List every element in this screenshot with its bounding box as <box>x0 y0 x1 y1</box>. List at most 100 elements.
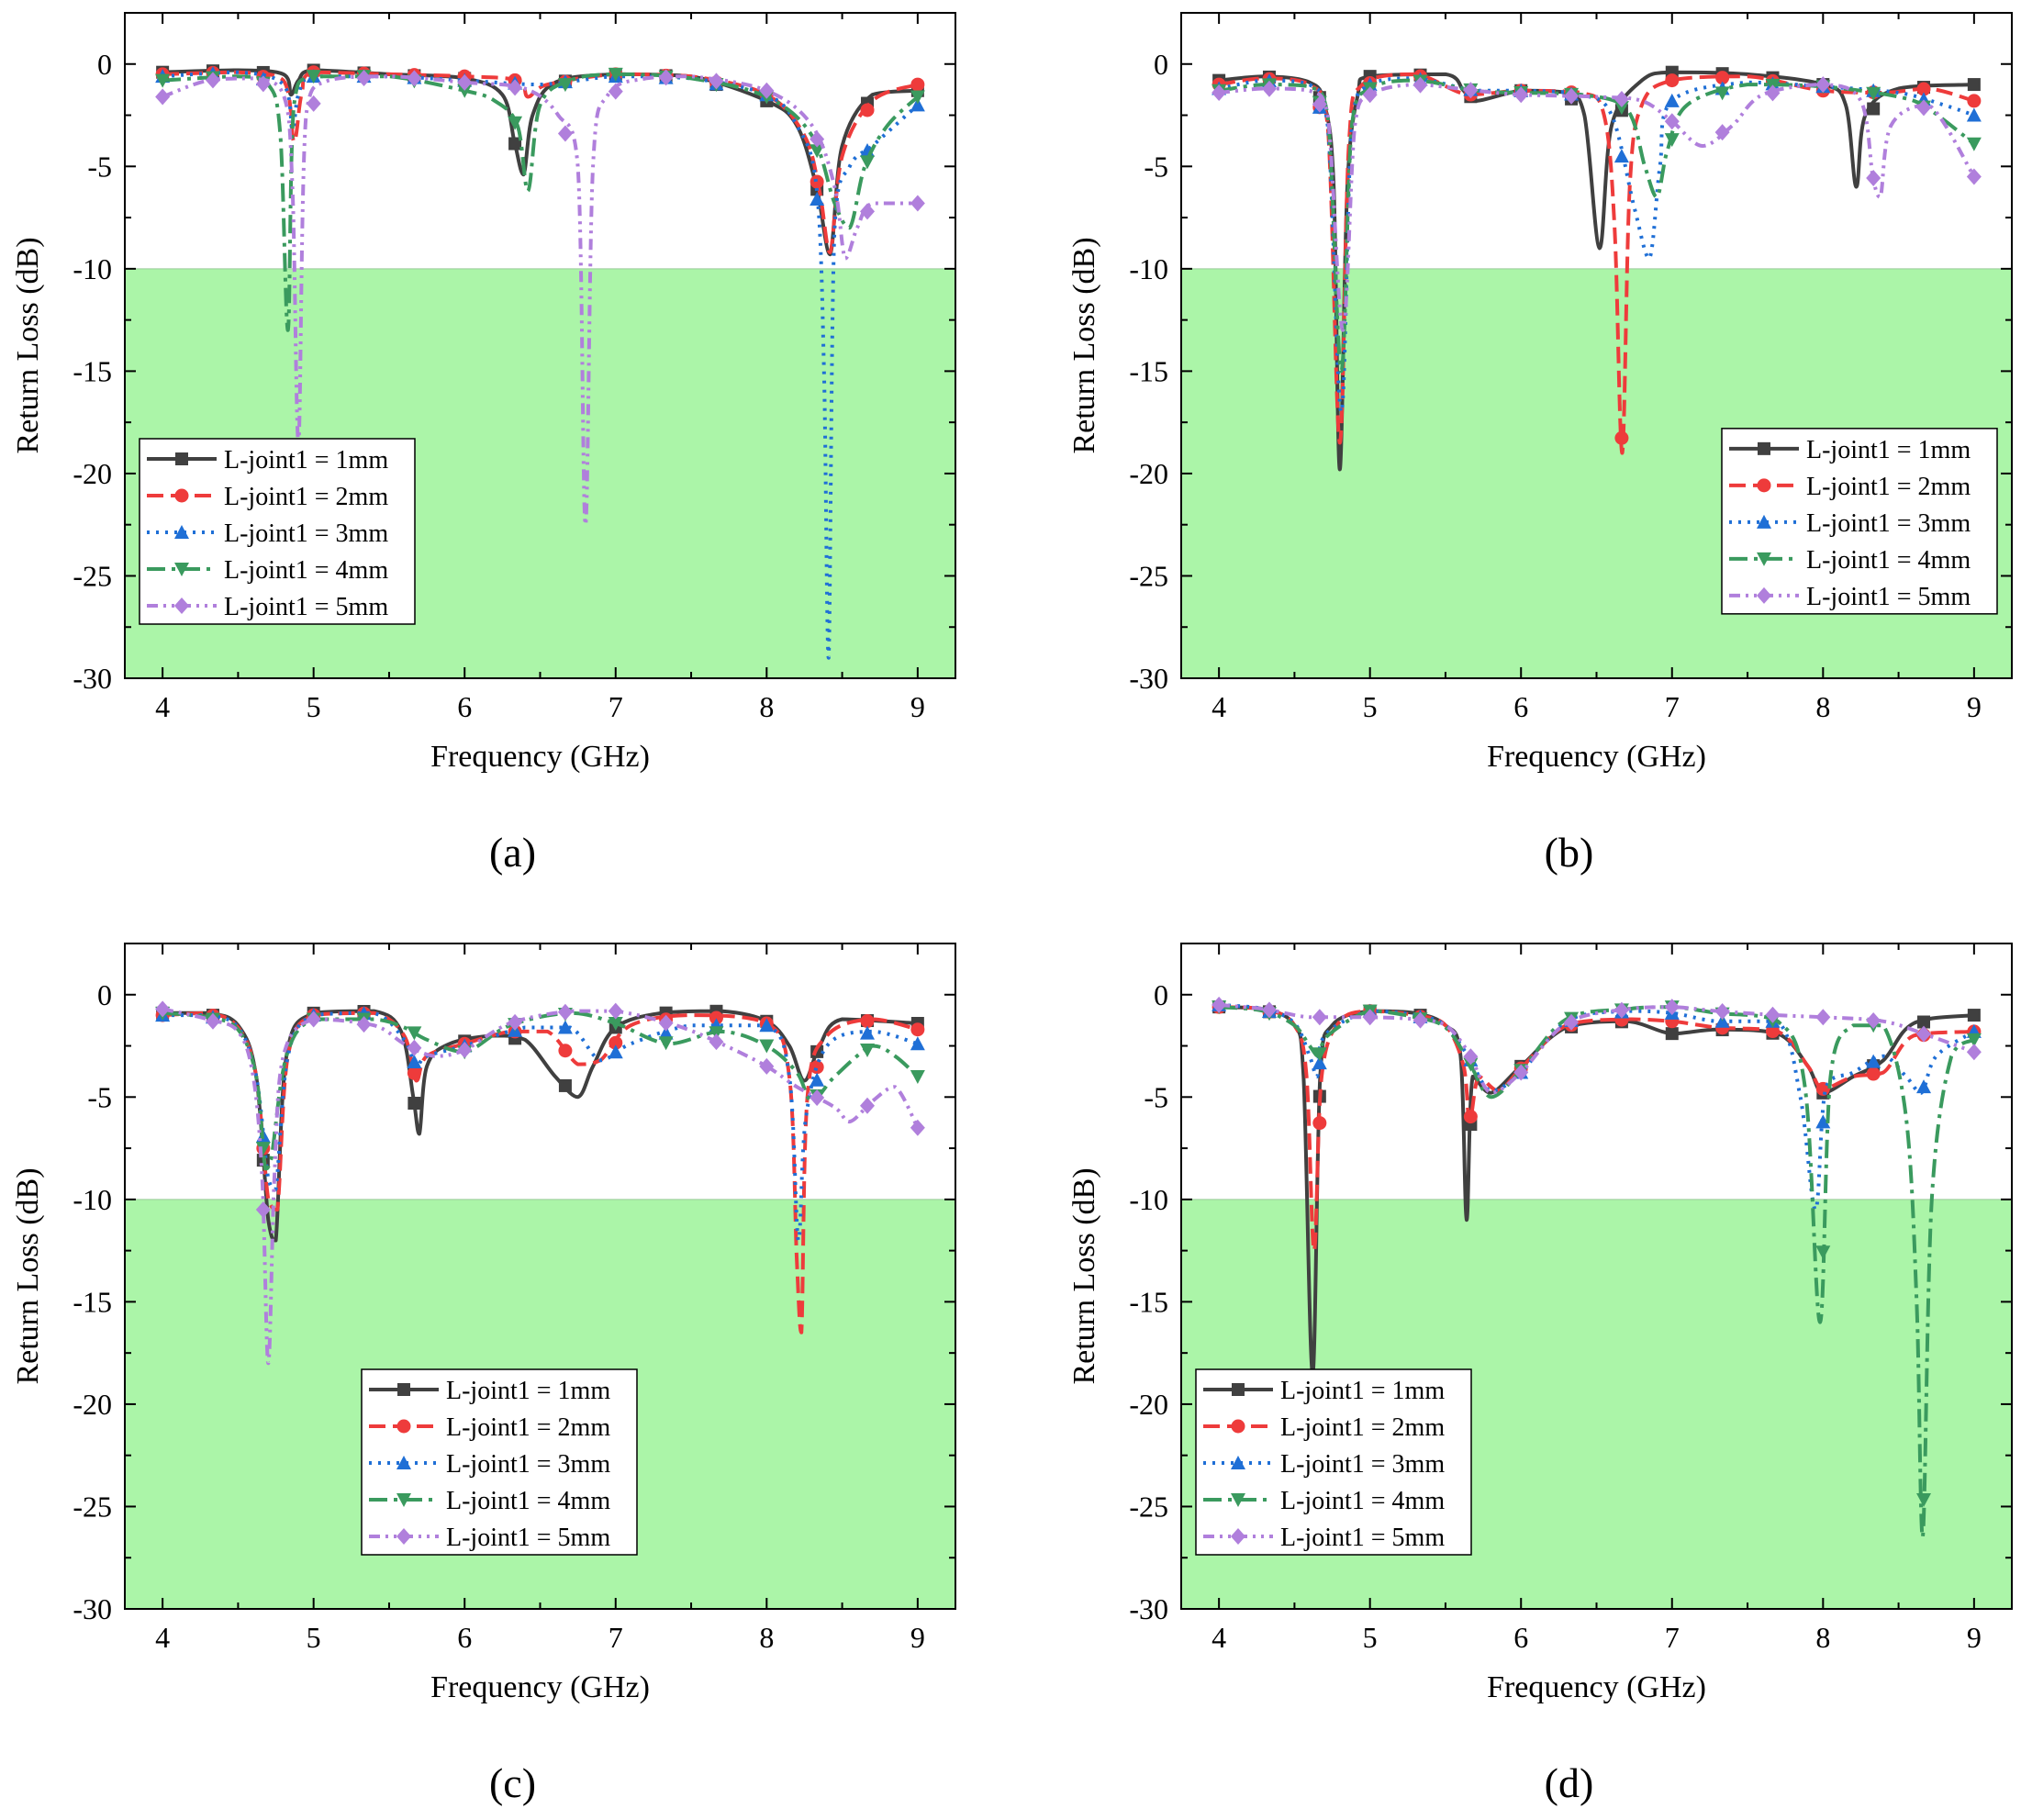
series-marker-5 <box>860 203 876 220</box>
chart-panel-b: 4 5 6 7 8 9 0 -5 -10 -15 -20 -25 -30 Frequency (GHz) R… <box>1067 12 2013 876</box>
legend-entry-5: L-joint1 = 5mm <box>1280 1524 1445 1552</box>
legend-entry-1: L-joint1 = 1mm <box>224 446 388 475</box>
series-marker-5 <box>1463 1048 1479 1066</box>
series-marker-3 <box>810 192 825 206</box>
x-tick-label: 9 <box>1967 690 1982 723</box>
series-marker-5 <box>508 79 523 96</box>
legend-swatch-marker-4 <box>1231 1493 1245 1507</box>
series-marker-5 <box>1613 1001 1629 1019</box>
y-tick-label: -5 <box>87 150 112 183</box>
series-marker-2 <box>407 1066 421 1080</box>
series-marker-4 <box>1714 86 1730 101</box>
series-marker-4 <box>658 1036 674 1051</box>
series-marker-3 <box>860 1025 876 1040</box>
series-marker-5 <box>1463 82 1479 99</box>
series-marker-5 <box>1312 1009 1327 1026</box>
y-axis-title: Return Loss (dB) <box>11 237 45 453</box>
series-marker-2 <box>910 77 925 92</box>
series-marker-2 <box>1312 1116 1327 1131</box>
series-marker-3 <box>1664 93 1680 107</box>
series-marker-5 <box>1664 113 1680 130</box>
series-marker-4 <box>860 1044 876 1057</box>
series-marker-5 <box>1815 76 1831 94</box>
series-marker-5 <box>1564 1013 1580 1031</box>
x-tick-label: 5 <box>307 690 321 723</box>
x-tick-label: 6 <box>1513 1621 1528 1654</box>
series-marker-4 <box>910 90 925 105</box>
series-line-5 <box>162 1007 920 1366</box>
x-tick-label: 4 <box>155 1621 170 1654</box>
legend-swatch-marker-5 <box>174 597 189 614</box>
y-tick-label: -10 <box>1129 252 1168 285</box>
legend-swatch-marker-4 <box>1757 552 1771 566</box>
y-tick-label: -15 <box>73 354 112 387</box>
x-tick-label: 7 <box>609 690 623 723</box>
legend: L-joint1 = 1mm L-joint1 = 2mm L-joint1 = 3… <box>1195 1368 1472 1556</box>
series-marker-3 <box>1866 1054 1881 1068</box>
x-tick-label: 8 <box>759 690 774 723</box>
series-marker-5 <box>759 1057 775 1075</box>
x-axis-title: Frequency (GHz) <box>1487 740 1706 774</box>
series-marker-5 <box>1412 1011 1428 1029</box>
y-axis-title: Return Loss (dB) <box>1067 237 1101 453</box>
series-marker-5 <box>1564 87 1580 105</box>
series-marker-5 <box>508 1013 523 1031</box>
legend-swatch-marker-5 <box>1757 586 1771 604</box>
legend-swatch-marker-1 <box>175 452 188 465</box>
y-axis-title: Return Loss (dB) <box>11 1167 45 1384</box>
series-line-3 <box>162 70 920 660</box>
legend-swatch-marker-3 <box>396 1456 411 1469</box>
legend-entry-3: L-joint1 = 3mm <box>446 1450 610 1479</box>
legend-swatch-marker-3 <box>1231 1456 1245 1469</box>
series-group <box>155 1000 925 1366</box>
y-tick-label: 0 <box>97 978 112 1011</box>
x-tick-label: 5 <box>1363 1621 1378 1654</box>
y-tick-label: -5 <box>87 1080 112 1113</box>
legend-swatch-marker-5 <box>396 1528 411 1545</box>
series-marker-5 <box>255 1201 271 1218</box>
series-marker-1 <box>1967 1009 1981 1022</box>
panel-label: (b) <box>1545 829 1594 876</box>
legend-entry-1: L-joint1 = 1mm <box>1280 1377 1445 1405</box>
series-line-5 <box>162 74 918 527</box>
legend-entry-5: L-joint1 = 5mm <box>446 1524 610 1552</box>
panel-label: (d) <box>1545 1759 1594 1806</box>
series-marker-5 <box>1513 1064 1529 1081</box>
series-marker-3 <box>1916 1079 1932 1094</box>
series-marker-5 <box>608 83 623 100</box>
y-tick-label: -15 <box>1129 354 1168 387</box>
series-marker-2 <box>810 1060 824 1075</box>
series-marker-5 <box>658 69 674 86</box>
y-tick-label: -15 <box>1129 1285 1168 1318</box>
x-tick-label: 7 <box>1665 690 1680 723</box>
series-marker-5 <box>255 75 271 93</box>
x-tick-label: 4 <box>1211 690 1226 723</box>
x-tick-label: 7 <box>609 1621 623 1654</box>
series-marker-3 <box>759 1018 775 1033</box>
series-marker-2 <box>1614 430 1629 445</box>
y-tick-label: -30 <box>73 662 112 695</box>
series-marker-5 <box>557 1003 573 1021</box>
series-marker-5 <box>1613 90 1629 107</box>
series-marker-4 <box>155 73 171 88</box>
legend-entry-4: L-joint1 = 4mm <box>1806 546 1971 575</box>
series-marker-4 <box>1966 137 1982 151</box>
legend-swatch-marker-1 <box>1232 1383 1245 1396</box>
x-tick-label: 4 <box>1211 1621 1226 1654</box>
series-marker-5 <box>1362 1009 1378 1026</box>
series-line-1 <box>1219 1005 1975 1376</box>
chart-panel-a: 4 5 6 7 8 9 0 -5 -10 -15 -20 -25 -30 Frequency (GHz) R… <box>11 12 956 876</box>
x-tick-label: 5 <box>1363 690 1378 723</box>
series-marker-5 <box>407 1039 422 1056</box>
y-tick-label: -20 <box>1129 1388 1168 1421</box>
series-marker-4 <box>1312 1047 1327 1062</box>
series-marker-1 <box>408 1097 421 1110</box>
x-axis-title: Frequency (GHz) <box>1487 1670 1706 1704</box>
series-marker-5 <box>658 1014 674 1032</box>
series-marker-4 <box>557 78 573 93</box>
series-marker-5 <box>155 1000 171 1018</box>
series-marker-2 <box>1665 73 1680 88</box>
legend-entry-4: L-joint1 = 4mm <box>1280 1487 1445 1515</box>
series-marker-5 <box>759 82 775 99</box>
